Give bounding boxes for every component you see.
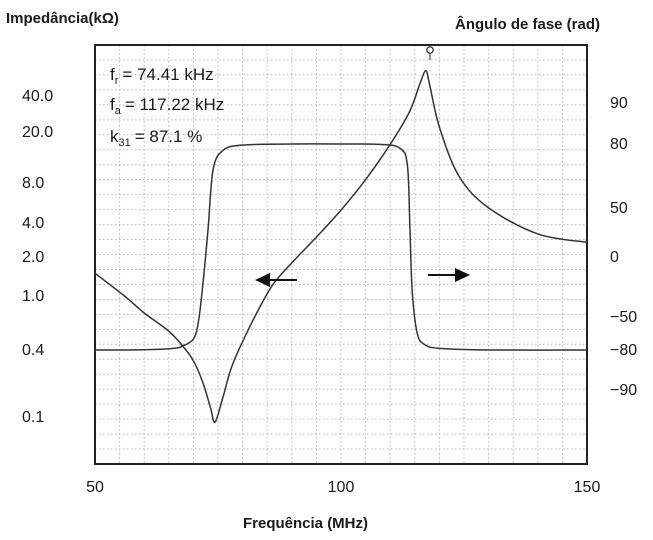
- antiresonance-marker: [426, 46, 434, 60]
- coupling-coefficient-label: k31 = 87.1 %: [110, 127, 202, 149]
- plot-frame: [94, 44, 588, 465]
- left-tick-label: 20.0: [22, 124, 53, 141]
- x-tick-label: 100: [328, 479, 355, 496]
- left-tick-label: 2.0: [22, 249, 44, 266]
- right-axis-title: Ângulo de fase (rad): [455, 16, 601, 33]
- right-tick-label: 90: [610, 95, 628, 112]
- resonance-frequency-label: fr = 74.41 kHz: [110, 65, 214, 87]
- left-tick-label: 8.0: [22, 175, 44, 192]
- right-tick-label: −80: [610, 342, 637, 359]
- right-tick-label: −90: [610, 382, 637, 399]
- antiresonance-frequency-label: fa = 117.22 kHz: [110, 95, 224, 117]
- plot-grid: [95, 45, 587, 464]
- tick-labels: 50 100 150 40.0 20.0 8.0 4.0 2.0 1.0 0.4 0.1 90 80 50…: [22, 88, 637, 496]
- left-tick-label: 40.0: [22, 88, 53, 105]
- x-tick-label: 150: [574, 479, 601, 496]
- right-tick-label: 0: [610, 249, 619, 266]
- left-axis-title: Impedância(kΩ): [6, 10, 119, 27]
- right-axis-arrow: [428, 268, 470, 282]
- left-tick-label: 0.1: [22, 409, 44, 426]
- x-axis-title: Frequência (MHz): [243, 515, 369, 532]
- right-tick-label: 80: [610, 136, 628, 153]
- series-layer: [94, 70, 588, 424]
- left-tick-label: 0.4: [22, 342, 44, 359]
- right-tick-label: −50: [610, 309, 637, 326]
- x-tick-label: 50: [86, 479, 104, 496]
- right-tick-label: 50: [610, 200, 628, 217]
- left-axis-arrow: [255, 273, 297, 287]
- left-tick-label: 1.0: [22, 288, 44, 305]
- left-tick-label: 4.0: [22, 215, 44, 232]
- impedance-curve: [94, 70, 588, 424]
- phase-angle-curve: [94, 143, 588, 351]
